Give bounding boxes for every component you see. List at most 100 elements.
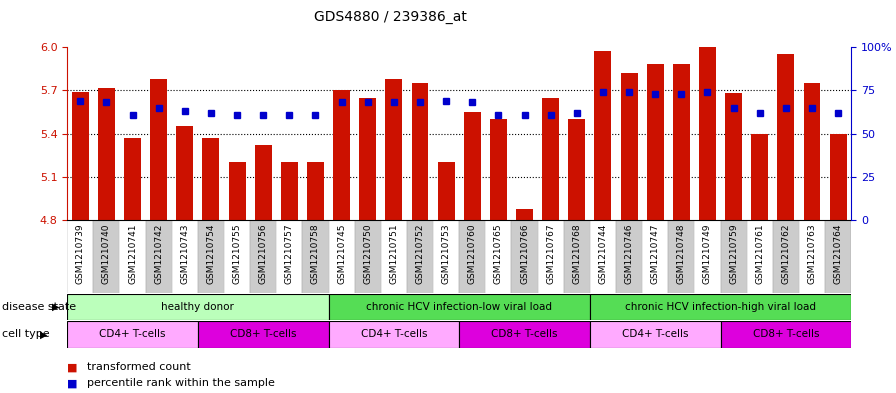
Bar (93, 220, 119, 293)
Bar (464, 112, 481, 220)
Bar (621, 73, 638, 220)
Bar (302, 220, 329, 293)
Bar (433, 220, 459, 293)
Bar (746, 220, 772, 293)
Text: healthy donor: healthy donor (161, 302, 235, 312)
Text: CD4+ T-cells: CD4+ T-cells (99, 329, 166, 340)
Bar (151, 79, 168, 220)
Text: CD8+ T-cells: CD8+ T-cells (753, 329, 819, 340)
Text: GSM1210751: GSM1210751 (390, 224, 399, 285)
Bar (224, 220, 250, 293)
Bar (512, 220, 538, 293)
Bar (411, 83, 428, 220)
Bar (280, 162, 297, 220)
Bar (124, 138, 141, 220)
Bar (590, 321, 720, 348)
Text: GSM1210739: GSM1210739 (76, 224, 85, 285)
Text: CD4+ T-cells: CD4+ T-cells (622, 329, 688, 340)
Bar (198, 321, 329, 348)
Bar (385, 79, 402, 220)
Text: GSM1210766: GSM1210766 (520, 224, 529, 285)
Bar (720, 220, 746, 293)
Bar (98, 88, 115, 220)
Bar (250, 220, 276, 293)
Text: percentile rank within the sample: percentile rank within the sample (87, 378, 275, 388)
Bar (459, 321, 590, 348)
Text: ▶: ▶ (40, 329, 47, 340)
Bar (276, 220, 302, 293)
Bar (329, 220, 355, 293)
Bar (694, 220, 720, 293)
Text: GSM1210749: GSM1210749 (703, 224, 712, 284)
Bar (799, 220, 825, 293)
Bar (381, 220, 407, 293)
Text: GSM1210744: GSM1210744 (599, 224, 607, 284)
Bar (67, 294, 329, 320)
Bar (538, 220, 564, 293)
Bar (329, 294, 590, 320)
Bar (825, 220, 851, 293)
Bar (564, 220, 590, 293)
Text: CD4+ T-cells: CD4+ T-cells (360, 329, 427, 340)
Bar (459, 220, 486, 293)
Bar (254, 145, 271, 220)
Text: chronic HCV infection-low viral load: chronic HCV infection-low viral load (366, 302, 552, 312)
Bar (673, 64, 690, 220)
Bar (437, 162, 454, 220)
Bar (67, 220, 93, 293)
Text: GSM1210758: GSM1210758 (311, 224, 320, 285)
Text: GSM1210754: GSM1210754 (206, 224, 215, 284)
Bar (568, 119, 585, 220)
Bar (202, 138, 220, 220)
Bar (594, 51, 611, 220)
Text: CD8+ T-cells: CD8+ T-cells (230, 329, 297, 340)
Text: chronic HCV infection-high viral load: chronic HCV infection-high viral load (625, 302, 816, 312)
Bar (198, 220, 224, 293)
Text: transformed count: transformed count (87, 362, 191, 373)
Bar (778, 54, 795, 220)
Bar (172, 220, 198, 293)
Bar (177, 127, 194, 220)
Text: GDS4880 / 239386_at: GDS4880 / 239386_at (314, 10, 467, 24)
Bar (228, 162, 246, 220)
Bar (751, 134, 768, 220)
Text: GSM1210741: GSM1210741 (128, 224, 137, 284)
Bar (119, 220, 145, 293)
Bar (490, 119, 507, 220)
Text: GSM1210747: GSM1210747 (650, 224, 659, 284)
Text: GSM1210757: GSM1210757 (285, 224, 294, 285)
Bar (699, 47, 716, 220)
Bar (307, 162, 324, 220)
Bar (359, 97, 376, 220)
Text: GSM1210763: GSM1210763 (807, 224, 816, 285)
Text: GSM1210748: GSM1210748 (676, 224, 685, 284)
Bar (804, 83, 821, 220)
Text: GSM1210761: GSM1210761 (755, 224, 764, 285)
Bar (407, 220, 433, 293)
Text: GSM1210760: GSM1210760 (468, 224, 477, 285)
Text: GSM1210740: GSM1210740 (102, 224, 111, 284)
Text: GSM1210755: GSM1210755 (233, 224, 242, 285)
Bar (67, 321, 198, 348)
Bar (542, 97, 559, 220)
Text: GSM1210768: GSM1210768 (573, 224, 582, 285)
Text: CD8+ T-cells: CD8+ T-cells (491, 329, 558, 340)
Text: disease state: disease state (2, 302, 76, 312)
Bar (642, 220, 668, 293)
Text: ■: ■ (67, 362, 78, 373)
Text: GSM1210753: GSM1210753 (442, 224, 451, 285)
Text: GSM1210756: GSM1210756 (259, 224, 268, 285)
Bar (720, 321, 851, 348)
Bar (772, 220, 799, 293)
Text: GSM1210750: GSM1210750 (363, 224, 372, 285)
Text: GSM1210743: GSM1210743 (180, 224, 189, 284)
Text: GSM1210752: GSM1210752 (416, 224, 425, 284)
Bar (145, 220, 172, 293)
Text: GSM1210765: GSM1210765 (494, 224, 503, 285)
Text: ▶: ▶ (52, 302, 59, 312)
Bar (516, 209, 533, 220)
Bar (486, 220, 512, 293)
Text: GSM1210746: GSM1210746 (625, 224, 633, 284)
Text: GSM1210745: GSM1210745 (337, 224, 346, 284)
Bar (725, 93, 742, 220)
